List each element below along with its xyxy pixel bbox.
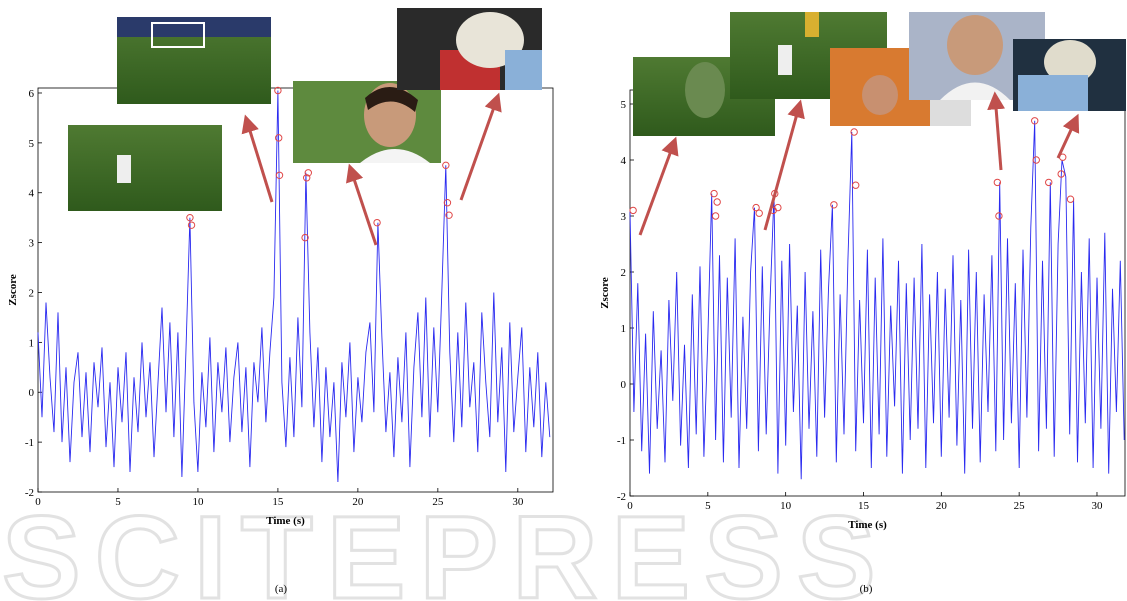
- y-tick-label: -2: [617, 491, 626, 503]
- x-tick-label: 0: [627, 500, 633, 512]
- y-tick-label: 2: [29, 287, 35, 299]
- x-tick-label: 15: [272, 496, 284, 508]
- watermark: SCITEPRESS: [2, 492, 890, 601]
- y-tick-label: 4: [29, 188, 35, 200]
- x-tick-label: 25: [1014, 500, 1026, 512]
- y-axis-label: Zscore: [599, 277, 611, 309]
- y-tick-label: -2: [25, 487, 34, 499]
- y-tick-label: 0: [621, 379, 627, 391]
- y-tick-label: 3: [621, 211, 627, 223]
- x-tick-label: 10: [780, 500, 792, 512]
- y-tick-label: 6: [29, 88, 35, 100]
- y-axis-label: Zscore: [7, 274, 19, 306]
- x-tick-label: 30: [512, 496, 524, 508]
- x-tick-label: 30: [1091, 500, 1103, 512]
- y-tick-label: 2: [621, 267, 627, 279]
- caption: (b): [860, 583, 873, 595]
- caption: (a): [275, 583, 288, 595]
- x-tick-label: 20: [936, 500, 948, 512]
- y-tick-label: 4: [621, 155, 627, 167]
- x-tick-label: 10: [192, 496, 204, 508]
- x-tick-label: 20: [352, 496, 364, 508]
- x-axis-label: Time (s): [848, 519, 887, 531]
- x-tick-label: 0: [35, 496, 41, 508]
- x-axis-label: Time (s): [266, 515, 305, 527]
- y-tick-label: 5: [621, 99, 627, 111]
- y-tick-label: -1: [617, 435, 626, 447]
- y-tick-label: 5: [29, 138, 35, 150]
- y-tick-label: 1: [29, 337, 35, 349]
- y-tick-label: 1: [621, 323, 627, 335]
- y-tick-label: 3: [29, 238, 35, 250]
- y-tick-label: 0: [29, 387, 35, 399]
- x-tick-label: 5: [115, 496, 121, 508]
- x-tick-label: 25: [432, 496, 444, 508]
- x-tick-label: 15: [858, 500, 870, 512]
- figure: SCITEPRESS 051015202530-2-10123456Time (…: [0, 0, 1127, 601]
- figure-canvas: SCITEPRESS 051015202530-2-10123456Time (…: [0, 0, 1127, 601]
- y-tick-label: -1: [25, 437, 34, 449]
- x-tick-label: 5: [705, 500, 711, 512]
